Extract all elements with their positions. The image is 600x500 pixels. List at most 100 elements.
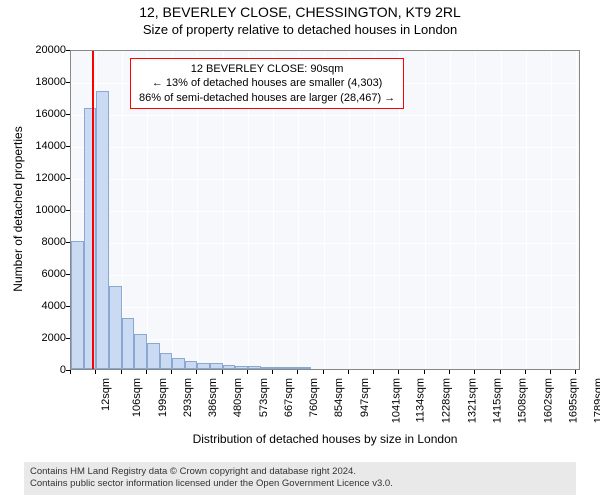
x-tick-mark	[449, 370, 450, 374]
y-tick-label: 12000	[26, 172, 66, 184]
histogram-bar	[286, 367, 299, 369]
histogram-bar	[185, 361, 198, 369]
grid-line-v	[526, 51, 527, 369]
x-tick-mark	[196, 370, 197, 374]
x-tick-label: 386sqm	[207, 378, 219, 417]
y-tick-label: 8000	[26, 236, 66, 248]
y-tick-label: 10000	[26, 204, 66, 216]
x-tick-label: 854sqm	[334, 378, 346, 417]
histogram-bar	[172, 358, 185, 369]
y-tick-label: 20000	[26, 44, 66, 56]
histogram-bar	[223, 365, 236, 369]
x-tick-mark	[146, 370, 147, 374]
callout-line2: ← 13% of detached houses are smaller (4,…	[139, 76, 395, 90]
x-tick-mark	[525, 370, 526, 374]
x-tick-label: 480sqm	[233, 378, 245, 417]
x-tick-mark	[70, 370, 71, 374]
y-tick-mark	[66, 306, 70, 307]
histogram-bar	[84, 108, 97, 369]
x-tick-mark	[550, 370, 551, 374]
x-tick-mark	[297, 370, 298, 374]
x-tick-mark	[424, 370, 425, 374]
x-tick-mark	[500, 370, 501, 374]
x-tick-label: 293sqm	[182, 378, 194, 417]
histogram-bar	[109, 286, 121, 369]
x-tick-mark	[323, 370, 324, 374]
y-tick-mark	[66, 274, 70, 275]
x-tick-label: 199sqm	[157, 378, 169, 417]
histogram-bar	[248, 366, 261, 369]
histogram-bar	[197, 363, 210, 369]
x-tick-mark	[474, 370, 475, 374]
y-tick-label: 2000	[26, 332, 66, 344]
x-tick-label: 1695sqm	[567, 378, 579, 423]
histogram-bar	[210, 363, 222, 369]
page-subtitle: Size of property relative to detached ho…	[0, 20, 600, 43]
x-tick-mark	[575, 370, 576, 374]
x-tick-label: 947sqm	[359, 378, 371, 417]
grid-line-v	[501, 51, 502, 369]
grid-line-v	[576, 51, 577, 369]
x-tick-label: 1134sqm	[415, 378, 427, 422]
grid-line-v	[425, 51, 426, 369]
y-tick-label: 4000	[26, 300, 66, 312]
callout-line1: 12 BEVERLEY CLOSE: 90sqm	[139, 62, 395, 76]
x-tick-label: 106sqm	[132, 378, 144, 417]
y-tick-label: 14000	[26, 140, 66, 152]
x-tick-mark	[222, 370, 223, 374]
x-tick-label: 1602sqm	[542, 378, 554, 423]
x-tick-mark	[171, 370, 172, 374]
x-tick-label: 1415sqm	[491, 378, 503, 423]
reference-callout: 12 BEVERLEY CLOSE: 90sqm ← 13% of detach…	[130, 58, 404, 109]
histogram-bar	[71, 241, 84, 369]
histogram-bar	[147, 343, 160, 369]
y-axis-label: Number of detached properties	[11, 119, 25, 299]
histogram-bar	[160, 353, 172, 369]
x-tick-label: 1508sqm	[516, 378, 528, 423]
y-tick-mark	[66, 50, 70, 51]
x-tick-label: 573sqm	[258, 378, 270, 417]
histogram-bar	[96, 91, 109, 369]
x-tick-mark	[348, 370, 349, 374]
page-title: 12, BEVERLEY CLOSE, CHESSINGTON, KT9 2RL	[0, 0, 600, 20]
y-tick-label: 0	[26, 364, 66, 376]
histogram-bar	[261, 367, 273, 369]
y-tick-mark	[66, 338, 70, 339]
histogram-bar	[122, 318, 135, 369]
attribution-line2: Contains public sector information licen…	[30, 478, 570, 490]
x-tick-mark	[373, 370, 374, 374]
y-tick-mark	[66, 146, 70, 147]
histogram-bar	[298, 367, 311, 369]
y-tick-label: 18000	[26, 76, 66, 88]
x-tick-mark	[247, 370, 248, 374]
y-tick-label: 6000	[26, 268, 66, 280]
x-tick-mark	[398, 370, 399, 374]
histogram-bar	[134, 334, 147, 369]
y-tick-label: 16000	[26, 108, 66, 120]
x-tick-label: 760sqm	[308, 378, 320, 417]
callout-line3: 86% of semi-detached houses are larger (…	[139, 91, 395, 105]
x-tick-mark	[95, 370, 96, 374]
attribution-line1: Contains HM Land Registry data © Crown c…	[30, 466, 570, 478]
y-tick-mark	[66, 114, 70, 115]
histogram-bar	[235, 366, 248, 369]
x-tick-mark	[272, 370, 273, 374]
grid-line-v	[475, 51, 476, 369]
x-tick-label: 1321sqm	[466, 378, 478, 423]
y-tick-mark	[66, 178, 70, 179]
grid-line-v	[551, 51, 552, 369]
x-axis-label: Distribution of detached houses by size …	[165, 432, 485, 446]
y-tick-mark	[66, 242, 70, 243]
x-tick-label: 667sqm	[283, 378, 295, 417]
histogram-bar	[273, 367, 286, 369]
attribution-box: Contains HM Land Registry data © Crown c…	[24, 462, 576, 495]
y-tick-mark	[66, 82, 70, 83]
x-tick-label: 1228sqm	[441, 378, 453, 423]
x-tick-label: 1041sqm	[390, 378, 402, 423]
x-tick-mark	[121, 370, 122, 374]
x-tick-label: 1789sqm	[592, 378, 600, 423]
reference-line	[92, 51, 94, 369]
y-tick-mark	[66, 210, 70, 211]
grid-line-v	[450, 51, 451, 369]
x-tick-label: 12sqm	[100, 378, 112, 411]
